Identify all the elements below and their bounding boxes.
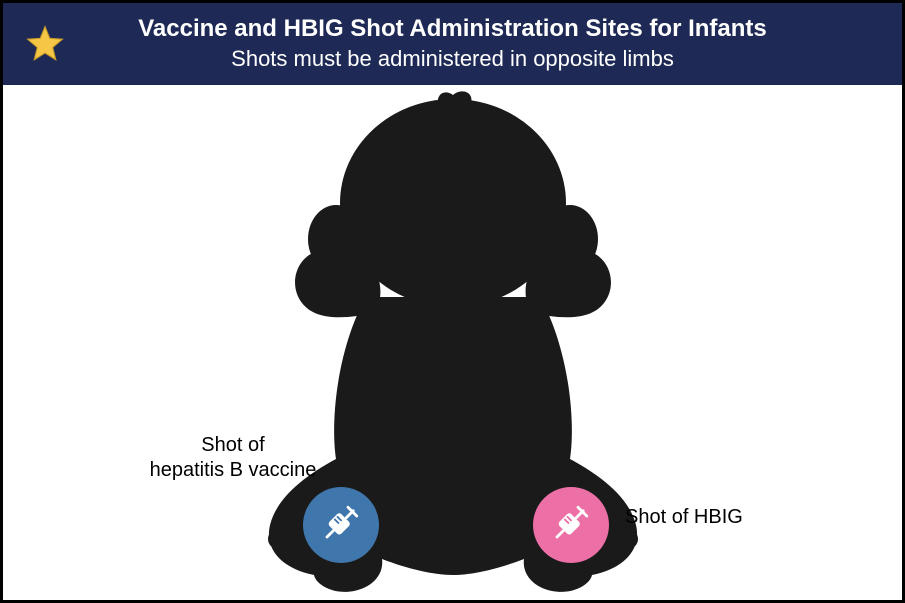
toe <box>268 529 288 549</box>
toe <box>283 514 301 532</box>
label-hbig: Shot of HBIG <box>625 505 825 530</box>
badge-hbig <box>533 487 609 563</box>
star-icon <box>21 20 69 68</box>
header-subtitle: Shots must be administered in opposite l… <box>69 44 836 74</box>
label-hepb-vaccine: Shot ofhepatitis B vaccine <box>133 433 333 483</box>
header-title: Vaccine and HBIG Shot Administration Sit… <box>69 14 836 44</box>
content-area: Shot ofhepatitis B vaccine Shot of HBIG <box>3 85 902 600</box>
infant-silhouette <box>218 89 688 597</box>
syringe-icon <box>550 502 592 549</box>
badge-hepb-vaccine <box>303 487 379 563</box>
syringe-icon <box>320 502 362 549</box>
infographic-frame: Vaccine and HBIG Shot Administration Sit… <box>0 0 905 603</box>
star-shape <box>28 27 63 60</box>
header-text-block: Vaccine and HBIG Shot Administration Sit… <box>69 14 902 74</box>
toe <box>618 529 638 549</box>
header-bar: Vaccine and HBIG Shot Administration Sit… <box>3 3 902 85</box>
